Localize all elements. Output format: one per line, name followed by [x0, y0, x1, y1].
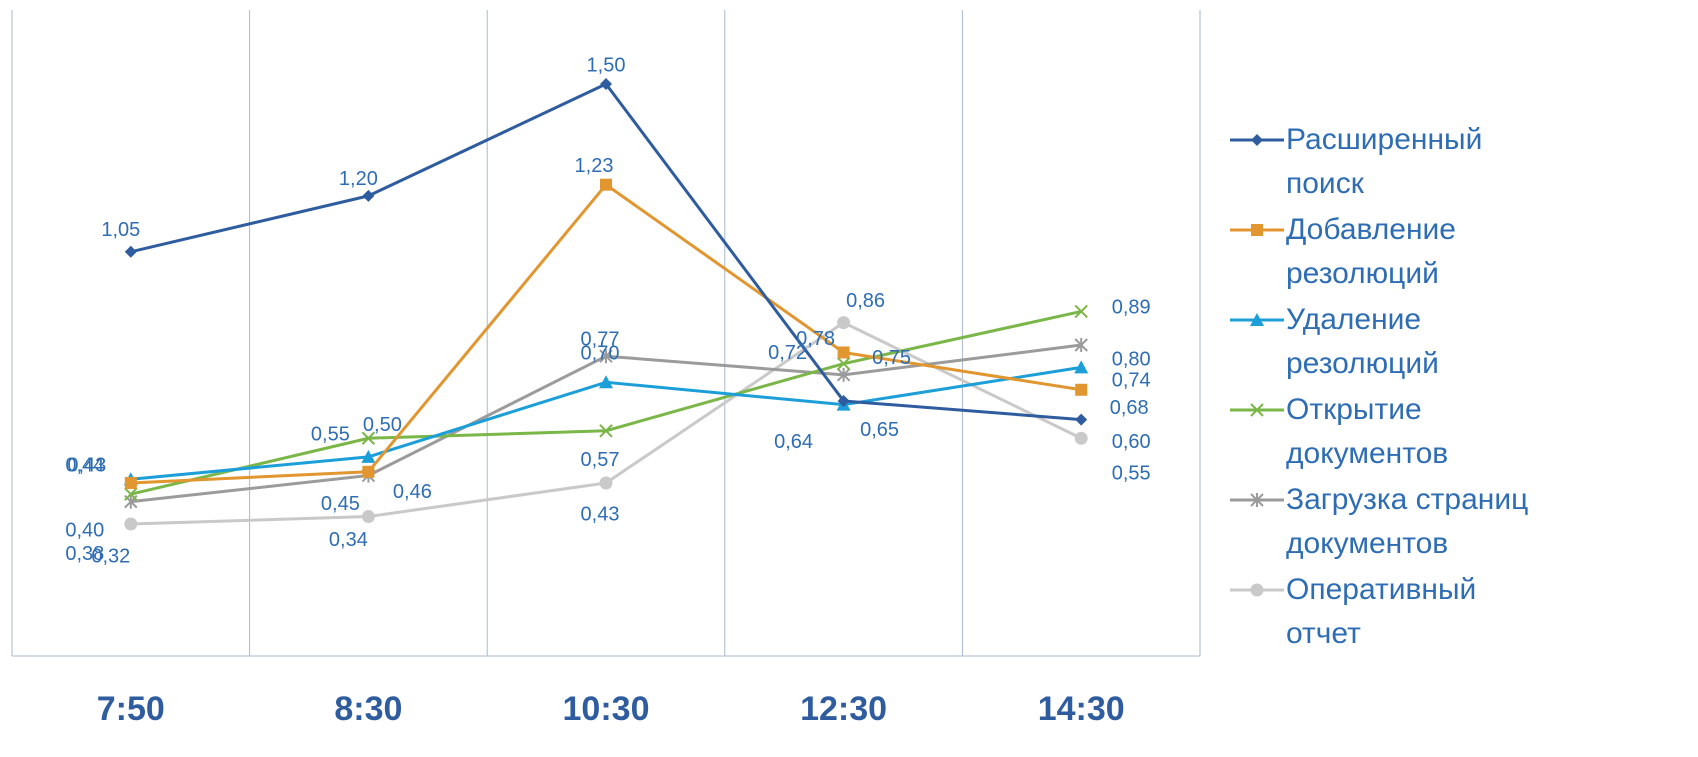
data-label: 0,46	[393, 481, 432, 503]
legend-label: Загрузка страниц документов	[1286, 483, 1529, 560]
data-label: 0,75	[872, 347, 911, 369]
data-point-circle	[1250, 583, 1264, 597]
x-tick-label: 7:50	[97, 690, 165, 728]
data-label: 0,43	[581, 503, 620, 525]
legend-swatch-diamond-icon	[1230, 134, 1284, 146]
data-point-diamond	[124, 245, 137, 258]
legend-item-load-pages: Загрузка страниц документов	[1228, 478, 1688, 566]
data-point-square	[362, 465, 375, 478]
data-label: 1,05	[101, 219, 140, 241]
series-3	[124, 304, 1088, 501]
data-point-square	[1075, 383, 1088, 396]
legend: Расширенный поиск Добавление резолюций Уда…	[1228, 118, 1688, 658]
data-label: 0,72	[768, 342, 807, 364]
data-point-x	[836, 356, 851, 371]
x-axis-tick-labels: 7:50 8:30 10:30 12:30 14:30	[97, 690, 1125, 728]
data-label: 0,86	[846, 290, 885, 312]
data-point-x	[1074, 304, 1088, 319]
data-point-diamond	[362, 189, 375, 202]
data-point-square	[1251, 224, 1263, 236]
data-label: 0,38	[65, 543, 104, 565]
legend-item-delete-resolutions: Удаление резолюций	[1228, 298, 1688, 386]
data-point-triangle	[1074, 360, 1089, 374]
data-point-square	[600, 178, 612, 191]
data-label: 0,70	[581, 343, 620, 365]
data-point-triangle	[361, 449, 376, 463]
data-point-diamond	[837, 394, 850, 407]
legend-swatch-x-icon	[1230, 403, 1284, 417]
data-label: 0,78	[796, 328, 835, 350]
data-point-triangle	[599, 375, 613, 389]
data-label: 0,60	[1112, 431, 1151, 453]
series-1	[124, 178, 1088, 489]
data-point-star	[1250, 493, 1264, 507]
x-tick-label: 14:30	[1038, 690, 1125, 728]
legend-label: Открытие документов	[1286, 393, 1449, 470]
data-point-circle	[599, 476, 613, 490]
legend-swatch-triangle-icon	[1230, 313, 1284, 326]
data-point-x	[599, 424, 613, 438]
x-tick-label: 10:30	[563, 690, 650, 728]
data-point-star	[836, 367, 851, 382]
data-label: 0,43	[67, 454, 106, 476]
data-label: 1,23	[575, 155, 614, 177]
data-label: 0,32	[91, 545, 130, 567]
data-label: 0,55	[311, 424, 350, 446]
legend-swatch-circle-icon	[1230, 583, 1284, 597]
data-label: 0,34	[329, 529, 368, 551]
data-label: 0,57	[581, 449, 620, 471]
legend-label: Удаление резолюций	[1286, 303, 1439, 380]
data-point-square	[837, 346, 850, 359]
data-point-square	[124, 476, 137, 489]
data-point-x	[1250, 403, 1264, 417]
data-point-triangle	[1250, 313, 1264, 326]
data-point-x	[124, 487, 138, 501]
data-label: 0,80	[1112, 348, 1151, 370]
data-point-star	[599, 349, 613, 364]
data-label: 1,50	[587, 54, 626, 76]
data-label: 1,20	[339, 168, 378, 190]
legend-swatch-square-icon	[1230, 224, 1284, 236]
series-0	[124, 78, 1088, 426]
series-5	[124, 316, 1088, 531]
legend-swatch-star-icon	[1230, 493, 1284, 507]
data-point-x	[361, 431, 376, 445]
legend-label: Оперативный отчет	[1286, 573, 1477, 650]
data-label: 0,89	[1112, 297, 1151, 319]
legend-item-open-documents: Открытие документов	[1228, 388, 1688, 476]
data-label: 0,50	[363, 414, 402, 436]
data-point-diamond	[1075, 413, 1088, 426]
data-label: 0,40	[65, 519, 104, 541]
data-label: 0,45	[321, 493, 360, 515]
data-label: 0,65	[860, 419, 899, 441]
data-label: 0,55	[1112, 463, 1151, 485]
data-point-circle	[361, 510, 375, 524]
data-label: 0,74	[1112, 370, 1151, 392]
data-label: 0,44	[65, 455, 104, 477]
data-label: 0,77	[581, 328, 620, 350]
data-point-circle	[124, 517, 138, 531]
legend-item-operational-report: Оперативный отчет	[1228, 568, 1688, 656]
data-point-star	[1074, 338, 1088, 353]
series-lines	[123, 78, 1089, 531]
data-point-circle	[837, 316, 851, 330]
x-tick-label: 12:30	[800, 690, 887, 728]
data-label: 0,68	[1110, 397, 1149, 419]
data-labels: 1,05 1,20 1,50 0,65 0,60 0,43 0,46 1,23 0,78 0,68…	[65, 54, 1150, 567]
data-label: 0,64	[774, 431, 813, 453]
legend-item-advanced-search: Расширенный поиск	[1228, 118, 1688, 206]
legend-item-add-resolutions: Добавление резолюций	[1228, 208, 1688, 296]
data-point-circle	[1074, 431, 1088, 445]
legend-label: Расширенный поиск	[1286, 123, 1483, 200]
x-tick-label: 8:30	[334, 690, 402, 728]
data-point-diamond	[600, 78, 612, 90]
grid-lines	[11, 10, 1201, 657]
legend-label: Добавление резолюций	[1286, 213, 1456, 290]
data-point-diamond	[1251, 134, 1263, 146]
